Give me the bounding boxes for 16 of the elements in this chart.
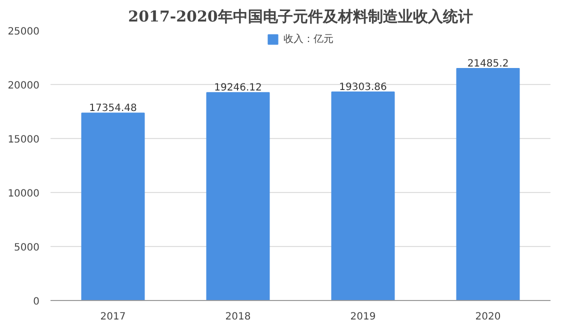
y-tick-label: 0 [33, 296, 40, 308]
y-tick-label: 15000 [8, 134, 40, 146]
data-label: 19246.12 [214, 82, 262, 94]
data-label: 17354.48 [89, 103, 137, 114]
legend-label: 收入：亿元 [284, 32, 334, 46]
x-tick-label: 2019 [350, 312, 376, 322]
data-label: 19303.86 [339, 82, 387, 94]
x-tick-label: 2018 [225, 312, 251, 322]
y-tick-label: 20000 [8, 80, 40, 92]
y-tick-label: 5000 [14, 242, 40, 254]
y-tick-label: 25000 [8, 26, 40, 38]
y-tick-label: 10000 [8, 188, 40, 200]
x-tick-label: 2017 [100, 312, 126, 322]
data-label: 21485.2 [467, 58, 509, 70]
chart-title: 2017-2020年中国电子元件及材料制造业收入统计 [128, 8, 473, 26]
x-tick-label: 2020 [475, 312, 501, 322]
